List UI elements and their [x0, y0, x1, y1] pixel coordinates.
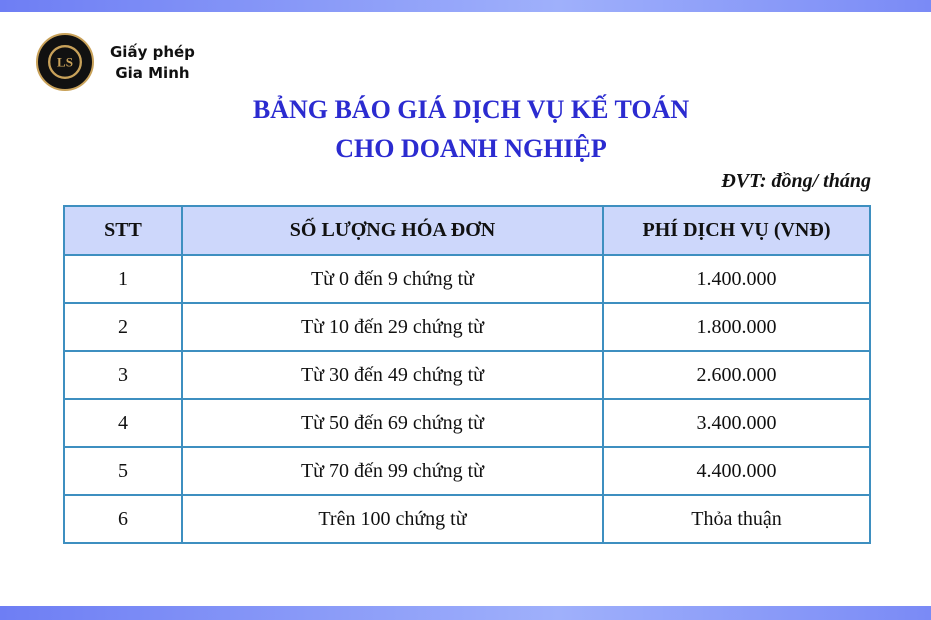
- invoice-range-cell: Từ 0 đến 9 chứng từ: [181, 254, 604, 304]
- table-row: 5 Từ 70 đến 99 chứng từ 4.400.000: [63, 446, 871, 496]
- table-row: 3 Từ 30 đến 49 chứng từ 2.600.000: [63, 350, 871, 400]
- fee-cell: 1.400.000: [602, 254, 871, 304]
- fee-cell: Thỏa thuận: [602, 494, 871, 544]
- title-line2: CHO DOANH NGHIỆP: [335, 134, 607, 163]
- stt-cell: 2: [63, 302, 183, 352]
- header-service-fee: PHÍ DỊCH VỤ (VNĐ): [602, 205, 871, 256]
- stt-cell: 6: [63, 494, 183, 544]
- fee-cell: 2.600.000: [602, 350, 871, 400]
- table-header-row: STT SỐ LƯỢNG HÓA ĐƠN PHÍ DỊCH VỤ (VNĐ): [63, 205, 871, 256]
- svg-text:LS: LS: [57, 55, 73, 70]
- bottom-decor-bar: [0, 606, 931, 620]
- header-stt: STT: [63, 205, 183, 256]
- table-row: 1 Từ 0 đến 9 chứng từ 1.400.000: [63, 254, 871, 304]
- stt-cell: 5: [63, 446, 183, 496]
- invoice-range-cell: Từ 10 đến 29 chứng từ: [181, 302, 604, 352]
- fee-cell: 4.400.000: [602, 446, 871, 496]
- top-decor-bar: [0, 0, 931, 12]
- table-row: 2 Từ 10 đến 29 chứng từ 1.800.000: [63, 302, 871, 352]
- unit-label: ĐVT: đồng/ tháng: [721, 170, 871, 192]
- fee-cell: 1.800.000: [602, 302, 871, 352]
- header-invoice-count: SỐ LƯỢNG HÓA ĐƠN: [181, 205, 604, 256]
- fee-cell: 3.400.000: [602, 398, 871, 448]
- invoice-range-cell: Trên 100 chứng từ: [181, 494, 604, 544]
- stt-cell: 3: [63, 350, 183, 400]
- invoice-range-cell: Từ 70 đến 99 chứng từ: [181, 446, 604, 496]
- price-table: STT SỐ LƯỢNG HÓA ĐƠN PHÍ DỊCH VỤ (VNĐ) 1…: [63, 205, 871, 544]
- stt-cell: 1: [63, 254, 183, 304]
- stt-cell: 4: [63, 398, 183, 448]
- table-row: 6 Trên 100 chứng từ Thỏa thuận: [63, 494, 871, 544]
- brand-name: Giấy phép Gia Minh: [110, 42, 195, 84]
- table-row: 4 Từ 50 đến 69 chứng từ 3.400.000: [63, 398, 871, 448]
- title-line1: BẢNG BÁO GIÁ DỊCH VỤ KẾ TOÁN: [252, 95, 690, 124]
- brand-line1: Giấy phép: [110, 43, 195, 61]
- invoice-range-cell: Từ 30 đến 49 chứng từ: [181, 350, 604, 400]
- page-title: BẢNG BÁO GIÁ DỊCH VỤ KẾ TOÁN CHO DOANH N…: [0, 90, 931, 168]
- brand-line2: Gia Minh: [115, 64, 190, 82]
- gia-minh-logo: LS: [36, 33, 94, 91]
- invoice-range-cell: Từ 50 đến 69 chứng từ: [181, 398, 604, 448]
